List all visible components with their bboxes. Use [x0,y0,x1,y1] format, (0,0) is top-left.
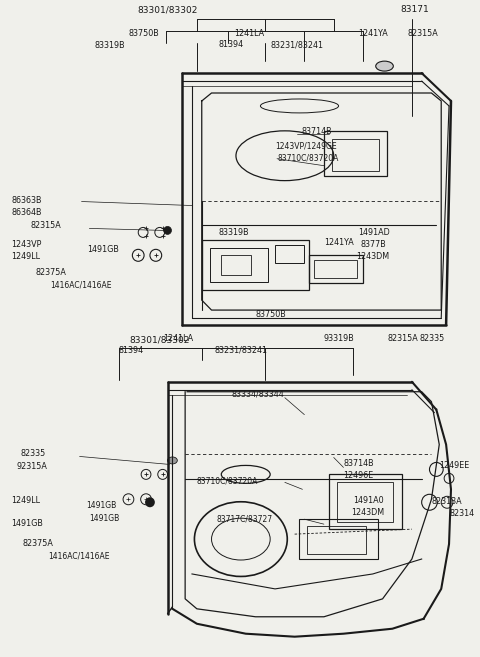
Text: 92315A: 92315A [16,463,47,472]
Bar [275,245,304,263]
Bar [210,248,268,283]
Text: 8377B: 8377B [360,240,386,250]
Text: 83717C/83727: 83717C/83727 [216,514,273,523]
Bar [300,519,378,559]
Text: 82314: 82314 [449,509,474,518]
Text: 83301/83302: 83301/83302 [137,5,198,14]
Text: 82313A: 82313A [432,497,462,507]
Text: 1491A0: 1491A0 [353,496,384,505]
Text: 82335: 82335 [21,449,46,459]
Text: 1491GB: 1491GB [87,245,119,254]
Text: 83231/83241: 83231/83241 [215,346,267,355]
Text: 93319B: 93319B [324,334,355,343]
Text: 82335: 82335 [420,334,445,343]
Text: 1491GB: 1491GB [89,514,120,523]
Text: 83301/83302: 83301/83302 [130,336,190,345]
Text: 1243VP: 1243VP [11,240,42,250]
Circle shape [164,227,171,235]
Text: 83231/83241: 83231/83241 [270,40,323,49]
Text: 1491AD: 1491AD [358,229,390,237]
Bar [309,256,363,283]
Text: 83319B: 83319B [218,229,249,237]
Text: 83171: 83171 [400,5,429,14]
Bar [329,474,402,529]
Text: 86363B: 86363B [11,196,42,204]
Text: 81394: 81394 [218,40,243,49]
Text: 1243DM: 1243DM [351,509,384,517]
Text: 82375A: 82375A [36,268,66,277]
Text: 1491GB: 1491GB [11,519,43,528]
Text: 1249EE: 1249EE [439,461,469,470]
Text: 1243DM: 1243DM [356,252,389,261]
Text: 1249LL: 1249LL [11,496,40,505]
Bar [307,526,366,554]
Text: 83319B: 83319B [94,41,125,50]
Ellipse shape [376,61,393,71]
Text: 1243VP/1249GE: 1243VP/1249GE [275,142,336,151]
Text: 1416AC/1416AE: 1416AC/1416AE [48,551,110,560]
Bar [324,131,387,175]
Ellipse shape [168,457,177,464]
Text: 83714B: 83714B [344,459,374,468]
Bar [336,482,393,522]
Text: 1241YA: 1241YA [358,30,388,38]
Text: 82375A: 82375A [23,539,54,548]
Bar [221,256,251,275]
Text: 82315A: 82315A [387,334,418,343]
Text: 83750B: 83750B [255,310,286,319]
Text: 1241LA: 1241LA [163,334,193,343]
Text: 82315A: 82315A [31,221,61,231]
Text: 1249LL: 1249LL [11,252,40,261]
Bar [202,240,309,290]
Text: 83710C/83720A: 83710C/83720A [278,154,339,163]
Text: 1241LA: 1241LA [234,30,264,38]
Text: 1416AC/1416AE: 1416AC/1416AE [50,280,112,289]
Text: 82315A: 82315A [407,30,438,38]
Text: 83334/83344: 83334/83344 [231,390,284,399]
Text: 83750B: 83750B [129,30,159,38]
Text: 86364B: 86364B [11,208,42,217]
Bar [314,260,357,278]
Circle shape [145,497,155,507]
Text: 1241YA: 1241YA [324,238,354,248]
Text: 1491GB: 1491GB [86,501,117,510]
Text: 83710C/83720A: 83710C/83720A [197,476,258,486]
Text: 83714B: 83714B [301,127,332,136]
Text: 81394: 81394 [119,346,144,355]
Text: 12496E: 12496E [344,471,374,480]
Bar [332,139,379,171]
